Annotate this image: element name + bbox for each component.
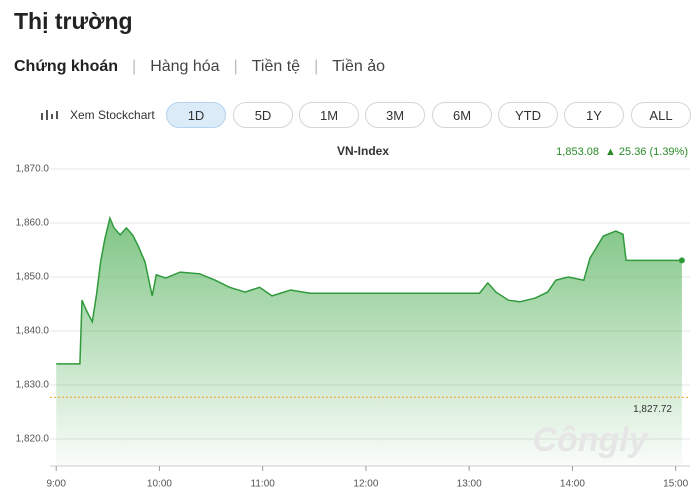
range-button[interactable]: 3M — [365, 102, 425, 128]
x-tick-label: 10:00 — [147, 479, 172, 490]
tab[interactable]: Chứng khoán — [14, 58, 119, 75]
x-tick-label: 11:00 — [251, 479, 276, 490]
separator: | — [233, 58, 238, 75]
y-tick-label: 1,820.0 — [16, 434, 50, 445]
x-tick-label: 13:00 — [457, 479, 482, 490]
range-row: Xem Stockchart 1D 5D 1M 3M 6M YTD 1Y ALL — [0, 102, 700, 130]
stockchart-label: Xem Stockchart — [70, 108, 155, 122]
last-point — [678, 257, 685, 264]
area-fill — [56, 218, 682, 466]
chart-title: VN-Index — [337, 144, 389, 158]
range-button[interactable]: 1M — [299, 102, 359, 128]
tab[interactable]: Tiền ảo — [332, 58, 385, 75]
separator: | — [314, 58, 319, 75]
reference-label: 1,827.72 — [633, 404, 672, 415]
stockchart-link[interactable]: Xem Stockchart — [40, 108, 155, 122]
range-button[interactable]: 1D — [166, 102, 226, 128]
y-tick-label: 1,840.0 — [16, 326, 50, 337]
y-tick-label: 1,830.0 — [16, 380, 50, 391]
range-button[interactable]: ALL — [631, 102, 691, 128]
change-value: ▲ 25.36 (1.39%) — [605, 146, 688, 158]
range-button[interactable]: 6M — [432, 102, 492, 128]
x-tick-label: 9:00 — [46, 479, 66, 490]
y-tick-label: 1,850.0 — [16, 272, 50, 283]
tab[interactable]: Tiền tệ — [251, 58, 301, 75]
x-tick-label: 12:00 — [353, 479, 378, 490]
range-button[interactable]: 5D — [233, 102, 293, 128]
range-button[interactable]: YTD — [498, 102, 558, 128]
page-title: Thị trường — [14, 8, 133, 34]
tab[interactable]: Hàng hóa — [150, 58, 220, 75]
stockchart-icon — [41, 110, 58, 120]
watermark: Côngly — [532, 421, 649, 459]
tab-bar: Chứng khoán | Hàng hóa | Tiền tệ | Tiền ảo — [14, 58, 385, 76]
x-tick-label: 15:00 — [663, 479, 688, 490]
y-tick-label: 1,870.0 — [16, 164, 50, 175]
separator: | — [132, 58, 137, 75]
x-tick-label: 14:00 — [560, 479, 585, 490]
last-value: 1,853.08 — [556, 146, 599, 158]
price-line — [56, 215, 682, 365]
range-button[interactable]: 1Y — [564, 102, 624, 128]
y-tick-label: 1,860.0 — [16, 218, 50, 229]
